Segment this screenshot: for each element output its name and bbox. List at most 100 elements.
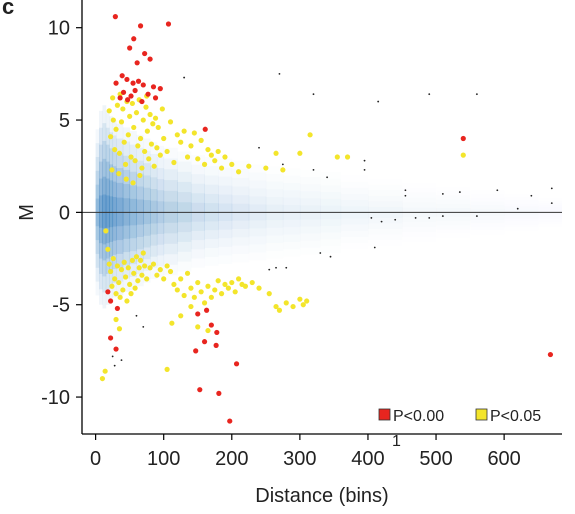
density-band bbox=[112, 166, 117, 255]
small-point bbox=[377, 100, 380, 103]
density-band bbox=[205, 157, 219, 266]
point-p001 bbox=[125, 97, 131, 103]
density-band bbox=[136, 134, 144, 287]
point-p005 bbox=[307, 132, 313, 138]
point-p005 bbox=[181, 128, 187, 134]
small-point bbox=[142, 325, 145, 328]
point-p005 bbox=[205, 146, 211, 153]
significant-points bbox=[99, 14, 554, 424]
point-p001 bbox=[119, 73, 125, 79]
point-p001 bbox=[135, 78, 142, 84]
panel-label: c bbox=[2, 0, 14, 19]
density-band bbox=[129, 144, 137, 278]
density-band bbox=[105, 178, 110, 244]
point-p001 bbox=[131, 36, 137, 42]
point-p005 bbox=[246, 163, 252, 169]
point-p005 bbox=[114, 102, 121, 108]
density-band bbox=[102, 158, 107, 261]
density-band bbox=[122, 169, 131, 253]
point-p005 bbox=[113, 291, 119, 297]
point-p005 bbox=[122, 161, 129, 167]
small-point bbox=[394, 218, 397, 221]
point-p005 bbox=[103, 228, 109, 234]
point-p005 bbox=[121, 139, 127, 145]
point-p001 bbox=[157, 86, 163, 92]
density-band bbox=[99, 127, 103, 290]
point-p005 bbox=[143, 104, 149, 110]
point-p005 bbox=[137, 257, 144, 263]
point-p001 bbox=[203, 307, 210, 313]
point-p005 bbox=[263, 165, 269, 171]
point-p001 bbox=[113, 346, 119, 352]
density-band bbox=[177, 151, 191, 271]
small-point bbox=[380, 220, 383, 223]
point-p001 bbox=[142, 50, 148, 57]
point-p005 bbox=[131, 270, 137, 276]
point-p005 bbox=[116, 279, 122, 286]
point-p005 bbox=[109, 283, 115, 289]
point-p001 bbox=[195, 311, 201, 317]
small-point bbox=[428, 93, 431, 96]
small-point bbox=[404, 194, 407, 197]
point-p001 bbox=[140, 82, 146, 88]
tick-labels: 0 100 200 300 400 500 600 10 5 0 -5 -10 bbox=[41, 18, 521, 470]
point-p005 bbox=[266, 291, 272, 297]
point-p005 bbox=[137, 135, 144, 142]
point-p005 bbox=[334, 154, 340, 160]
point-p005 bbox=[242, 283, 249, 289]
point-p005 bbox=[120, 287, 126, 293]
y-tick-label: 0 bbox=[59, 202, 70, 224]
point-p005 bbox=[208, 152, 214, 158]
point-p005 bbox=[142, 148, 148, 155]
point-p005 bbox=[147, 265, 153, 271]
y-tick-label: -5 bbox=[52, 295, 70, 317]
density-background bbox=[95, 105, 249, 309]
point-p001 bbox=[460, 135, 466, 142]
point-p005 bbox=[198, 137, 204, 143]
point-p005 bbox=[116, 171, 122, 177]
small-point bbox=[111, 355, 114, 358]
point-p001 bbox=[147, 56, 153, 62]
density-band bbox=[143, 163, 151, 260]
density-band bbox=[105, 161, 110, 259]
point-p005 bbox=[144, 128, 150, 134]
point-p001 bbox=[113, 80, 119, 86]
point-p005 bbox=[118, 267, 125, 273]
small-point bbox=[550, 187, 553, 190]
density-band bbox=[112, 150, 117, 270]
point-p005 bbox=[174, 132, 180, 138]
point-p005 bbox=[218, 291, 225, 297]
point-p005 bbox=[157, 267, 163, 273]
point-p005 bbox=[201, 300, 208, 306]
point-p005 bbox=[132, 285, 138, 291]
density-band bbox=[105, 144, 110, 274]
point-p005 bbox=[273, 150, 279, 156]
point-p001 bbox=[107, 298, 114, 304]
point-p005 bbox=[191, 294, 197, 300]
density-band bbox=[136, 173, 144, 250]
point-p005 bbox=[171, 159, 177, 166]
point-p005 bbox=[205, 327, 211, 334]
point-p005 bbox=[120, 106, 126, 112]
point-p005 bbox=[188, 303, 194, 310]
small-point bbox=[329, 255, 332, 258]
y-tick-label: 10 bbox=[48, 18, 70, 40]
point-p005 bbox=[142, 263, 148, 269]
point-p005 bbox=[174, 287, 180, 293]
point-p005 bbox=[212, 287, 218, 293]
point-p005 bbox=[344, 154, 351, 160]
point-p005 bbox=[105, 246, 111, 252]
point-p005 bbox=[107, 134, 114, 140]
density-band bbox=[99, 144, 103, 274]
density-band bbox=[122, 141, 131, 279]
point-p001 bbox=[127, 45, 133, 51]
point-p005 bbox=[164, 366, 170, 372]
point-p005 bbox=[112, 276, 118, 282]
small-point bbox=[278, 72, 281, 75]
point-p005 bbox=[225, 285, 231, 291]
point-p005 bbox=[135, 278, 141, 284]
density-band bbox=[112, 135, 117, 284]
point-p005 bbox=[144, 276, 150, 282]
density-band bbox=[112, 181, 117, 241]
density-band bbox=[232, 161, 249, 263]
